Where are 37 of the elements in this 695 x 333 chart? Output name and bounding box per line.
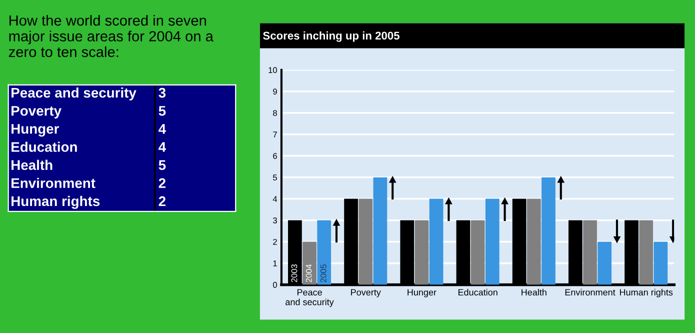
y-tick-label: 6 (273, 153, 277, 159)
bar (598, 242, 612, 285)
series-label: 2004 (306, 264, 312, 282)
bar (414, 220, 429, 285)
text: How the world scored in seven major issue areas for 2004 on a zero to ten scale: (8, 14, 214, 58)
bar (358, 198, 373, 285)
bar (583, 220, 597, 285)
x-tick-label: Health (522, 288, 546, 296)
y-tick-label: 9 (273, 88, 277, 95)
y-tick-label: 1 (273, 260, 277, 266)
bar (542, 177, 556, 285)
y-tick-label: 2 (273, 238, 277, 245)
bar (470, 220, 485, 285)
bar (654, 242, 668, 285)
y-tick-label: 0 (273, 282, 277, 288)
y-tick-label: 4 (272, 196, 278, 202)
series-label: 2005 (320, 264, 326, 282)
bar (317, 220, 332, 285)
y-tick-label: 10 (268, 67, 277, 74)
x-tick-label: Human rights (620, 288, 673, 298)
x-tick-label: Education (458, 288, 498, 296)
bar (429, 198, 444, 285)
x-tick-label: Environment (565, 288, 616, 296)
bar (526, 198, 541, 285)
x-tick-label: Peace and security (286, 289, 334, 308)
bar (485, 198, 500, 285)
series-label: 2003 (291, 264, 298, 282)
bar (302, 242, 316, 285)
x-tick-label: Hunger (408, 289, 436, 298)
chart-title: Scores inching up in 2005 (263, 31, 400, 42)
bar (639, 220, 654, 285)
x-tick-label: Poverty (351, 289, 381, 298)
y-tick-label: 3 (272, 217, 277, 224)
y-tick-label: 7 (273, 132, 277, 138)
y-tick-label: 5 (273, 174, 277, 180)
bar (373, 177, 388, 285)
y-tick-label: 8 (273, 110, 277, 116)
